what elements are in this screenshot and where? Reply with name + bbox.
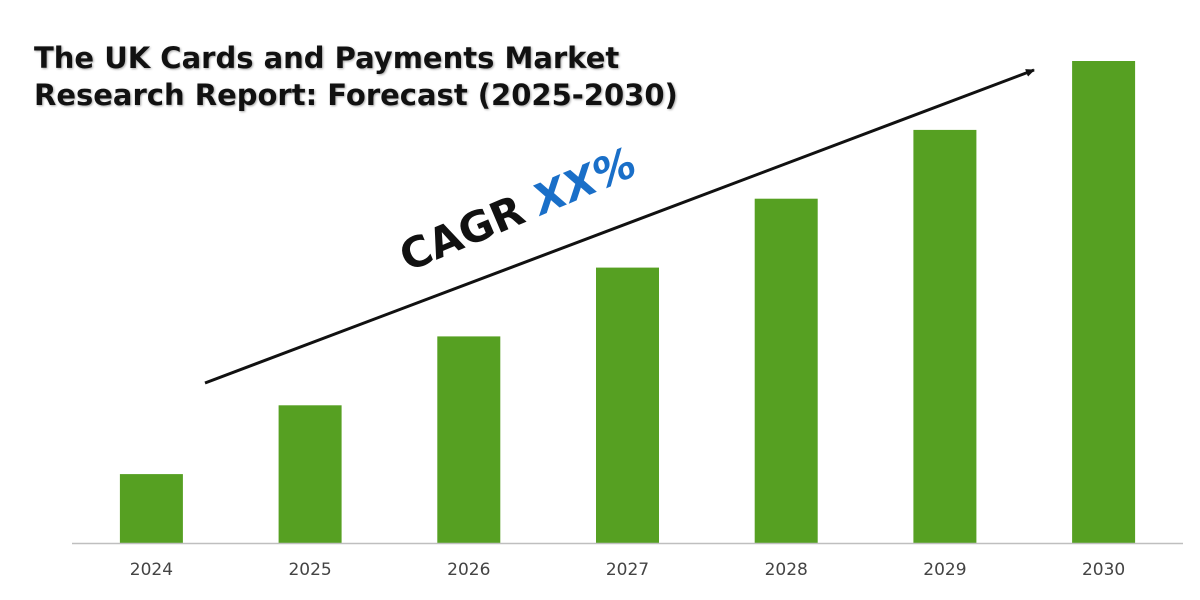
x-tick-label-2025: 2025: [288, 560, 331, 580]
x-tick-label-2026: 2026: [447, 560, 490, 580]
bar-2030: [1072, 61, 1136, 543]
bar-2024: [119, 474, 183, 543]
x-axis-tick-labels: 2024 2025 2026 2027 2028 2029 2030: [130, 560, 1125, 580]
bar-2025: [278, 405, 342, 543]
x-tick-label-2029: 2029: [923, 560, 966, 580]
x-tick-label-2027: 2027: [606, 560, 649, 580]
x-tick-label-2030: 2030: [1082, 560, 1125, 580]
bar-2028: [754, 198, 818, 543]
trend-arrow: [204, 68, 1035, 385]
bar-2026: [437, 336, 501, 543]
bar-2027: [596, 267, 659, 543]
x-tick-label-2028: 2028: [765, 560, 808, 580]
bar-2029: [913, 129, 977, 543]
bars-group: [119, 61, 1136, 543]
chart-title: The UK Cards and Payments Market Researc…: [34, 41, 678, 112]
x-tick-label-2024: 2024: [130, 560, 173, 580]
